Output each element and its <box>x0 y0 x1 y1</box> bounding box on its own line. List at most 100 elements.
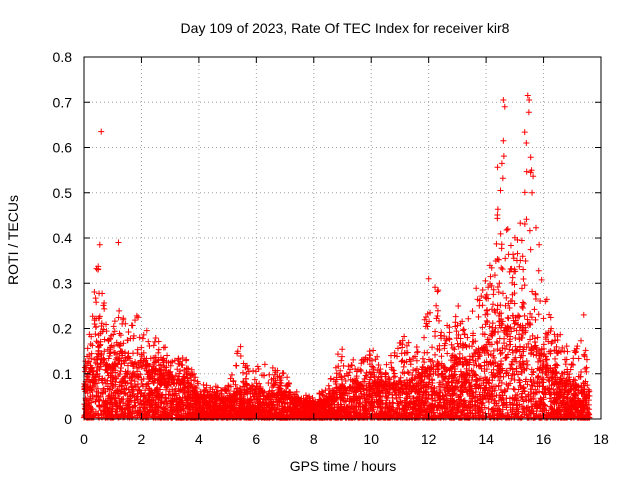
data-point <box>520 266 527 273</box>
data-point <box>495 328 502 335</box>
data-point <box>520 276 527 283</box>
data-point <box>503 294 510 301</box>
data-point <box>400 363 407 370</box>
data-point <box>140 375 147 382</box>
data-point <box>237 353 244 360</box>
data-point <box>546 395 553 402</box>
data-point <box>452 313 459 320</box>
data-point <box>572 348 579 355</box>
data-point <box>340 362 347 369</box>
data-point <box>473 285 480 292</box>
data-point <box>92 295 99 302</box>
data-point <box>521 189 528 196</box>
data-point <box>521 129 528 136</box>
data-point <box>524 361 531 368</box>
data-point <box>127 380 134 387</box>
data-point <box>552 355 559 362</box>
data-point <box>473 372 480 379</box>
data-point <box>514 250 521 257</box>
data-point <box>506 346 513 353</box>
data-point <box>508 375 515 382</box>
data-point <box>520 406 527 413</box>
data-point <box>516 331 523 338</box>
data-point <box>502 345 509 352</box>
data-point <box>564 348 571 355</box>
data-point <box>514 391 521 398</box>
data-point <box>518 285 525 292</box>
data-point <box>111 318 118 325</box>
data-point <box>503 342 510 349</box>
data-point <box>476 302 483 309</box>
data-point <box>132 402 139 409</box>
data-point <box>385 391 392 398</box>
data-point <box>495 256 502 263</box>
data-point <box>419 355 426 362</box>
data-point <box>179 355 186 362</box>
data-point <box>557 331 564 338</box>
data-point <box>362 372 369 379</box>
data-point <box>518 352 525 359</box>
data-point <box>478 400 485 407</box>
data-point <box>488 341 495 348</box>
data-point <box>527 246 534 253</box>
data-point <box>506 395 513 402</box>
data-point <box>521 312 528 319</box>
data-point <box>359 403 366 410</box>
data-point <box>507 365 514 372</box>
data-point <box>500 153 507 160</box>
data-point <box>520 385 527 392</box>
data-point <box>527 350 534 357</box>
data-point <box>553 361 560 368</box>
data-point <box>466 343 473 350</box>
data-point <box>516 263 523 270</box>
data-point <box>432 333 439 340</box>
data-point <box>92 398 99 405</box>
data-point <box>495 374 502 381</box>
data-point <box>570 355 577 362</box>
data-point <box>497 230 504 237</box>
data-point <box>421 334 428 341</box>
data-point <box>510 385 517 392</box>
data-point <box>499 290 506 297</box>
data-point <box>101 305 108 312</box>
data-point <box>523 168 530 175</box>
data-point <box>519 334 526 341</box>
data-point <box>93 323 100 330</box>
data-point <box>551 399 558 406</box>
data-point <box>502 388 509 395</box>
data-point <box>130 363 137 370</box>
gridlines <box>84 57 601 419</box>
data-point <box>370 347 377 354</box>
data-point <box>504 226 511 233</box>
data-point <box>511 320 518 327</box>
data-point <box>512 335 519 342</box>
data-point <box>493 338 500 345</box>
data-point <box>96 402 103 409</box>
data-point <box>478 293 485 300</box>
data-point <box>487 273 494 280</box>
data-point <box>339 346 346 353</box>
data-point <box>452 377 459 384</box>
data-point <box>527 336 534 343</box>
data-point <box>495 289 502 296</box>
data-point <box>190 377 197 384</box>
data-point <box>398 350 405 357</box>
data-point <box>479 324 486 331</box>
data-point <box>117 364 124 371</box>
data-point <box>519 304 526 311</box>
data-point <box>103 380 110 387</box>
data-points <box>81 92 593 421</box>
data-point <box>491 373 498 380</box>
data-point <box>517 220 524 227</box>
data-point <box>103 321 110 328</box>
data-point <box>460 397 467 404</box>
data-point <box>158 381 165 388</box>
data-point <box>124 398 131 405</box>
data-point <box>128 377 135 384</box>
data-point <box>535 267 542 274</box>
data-point <box>574 343 581 350</box>
data-point <box>138 363 145 370</box>
data-point <box>512 343 519 350</box>
data-point <box>465 315 472 322</box>
data-point <box>524 316 531 323</box>
